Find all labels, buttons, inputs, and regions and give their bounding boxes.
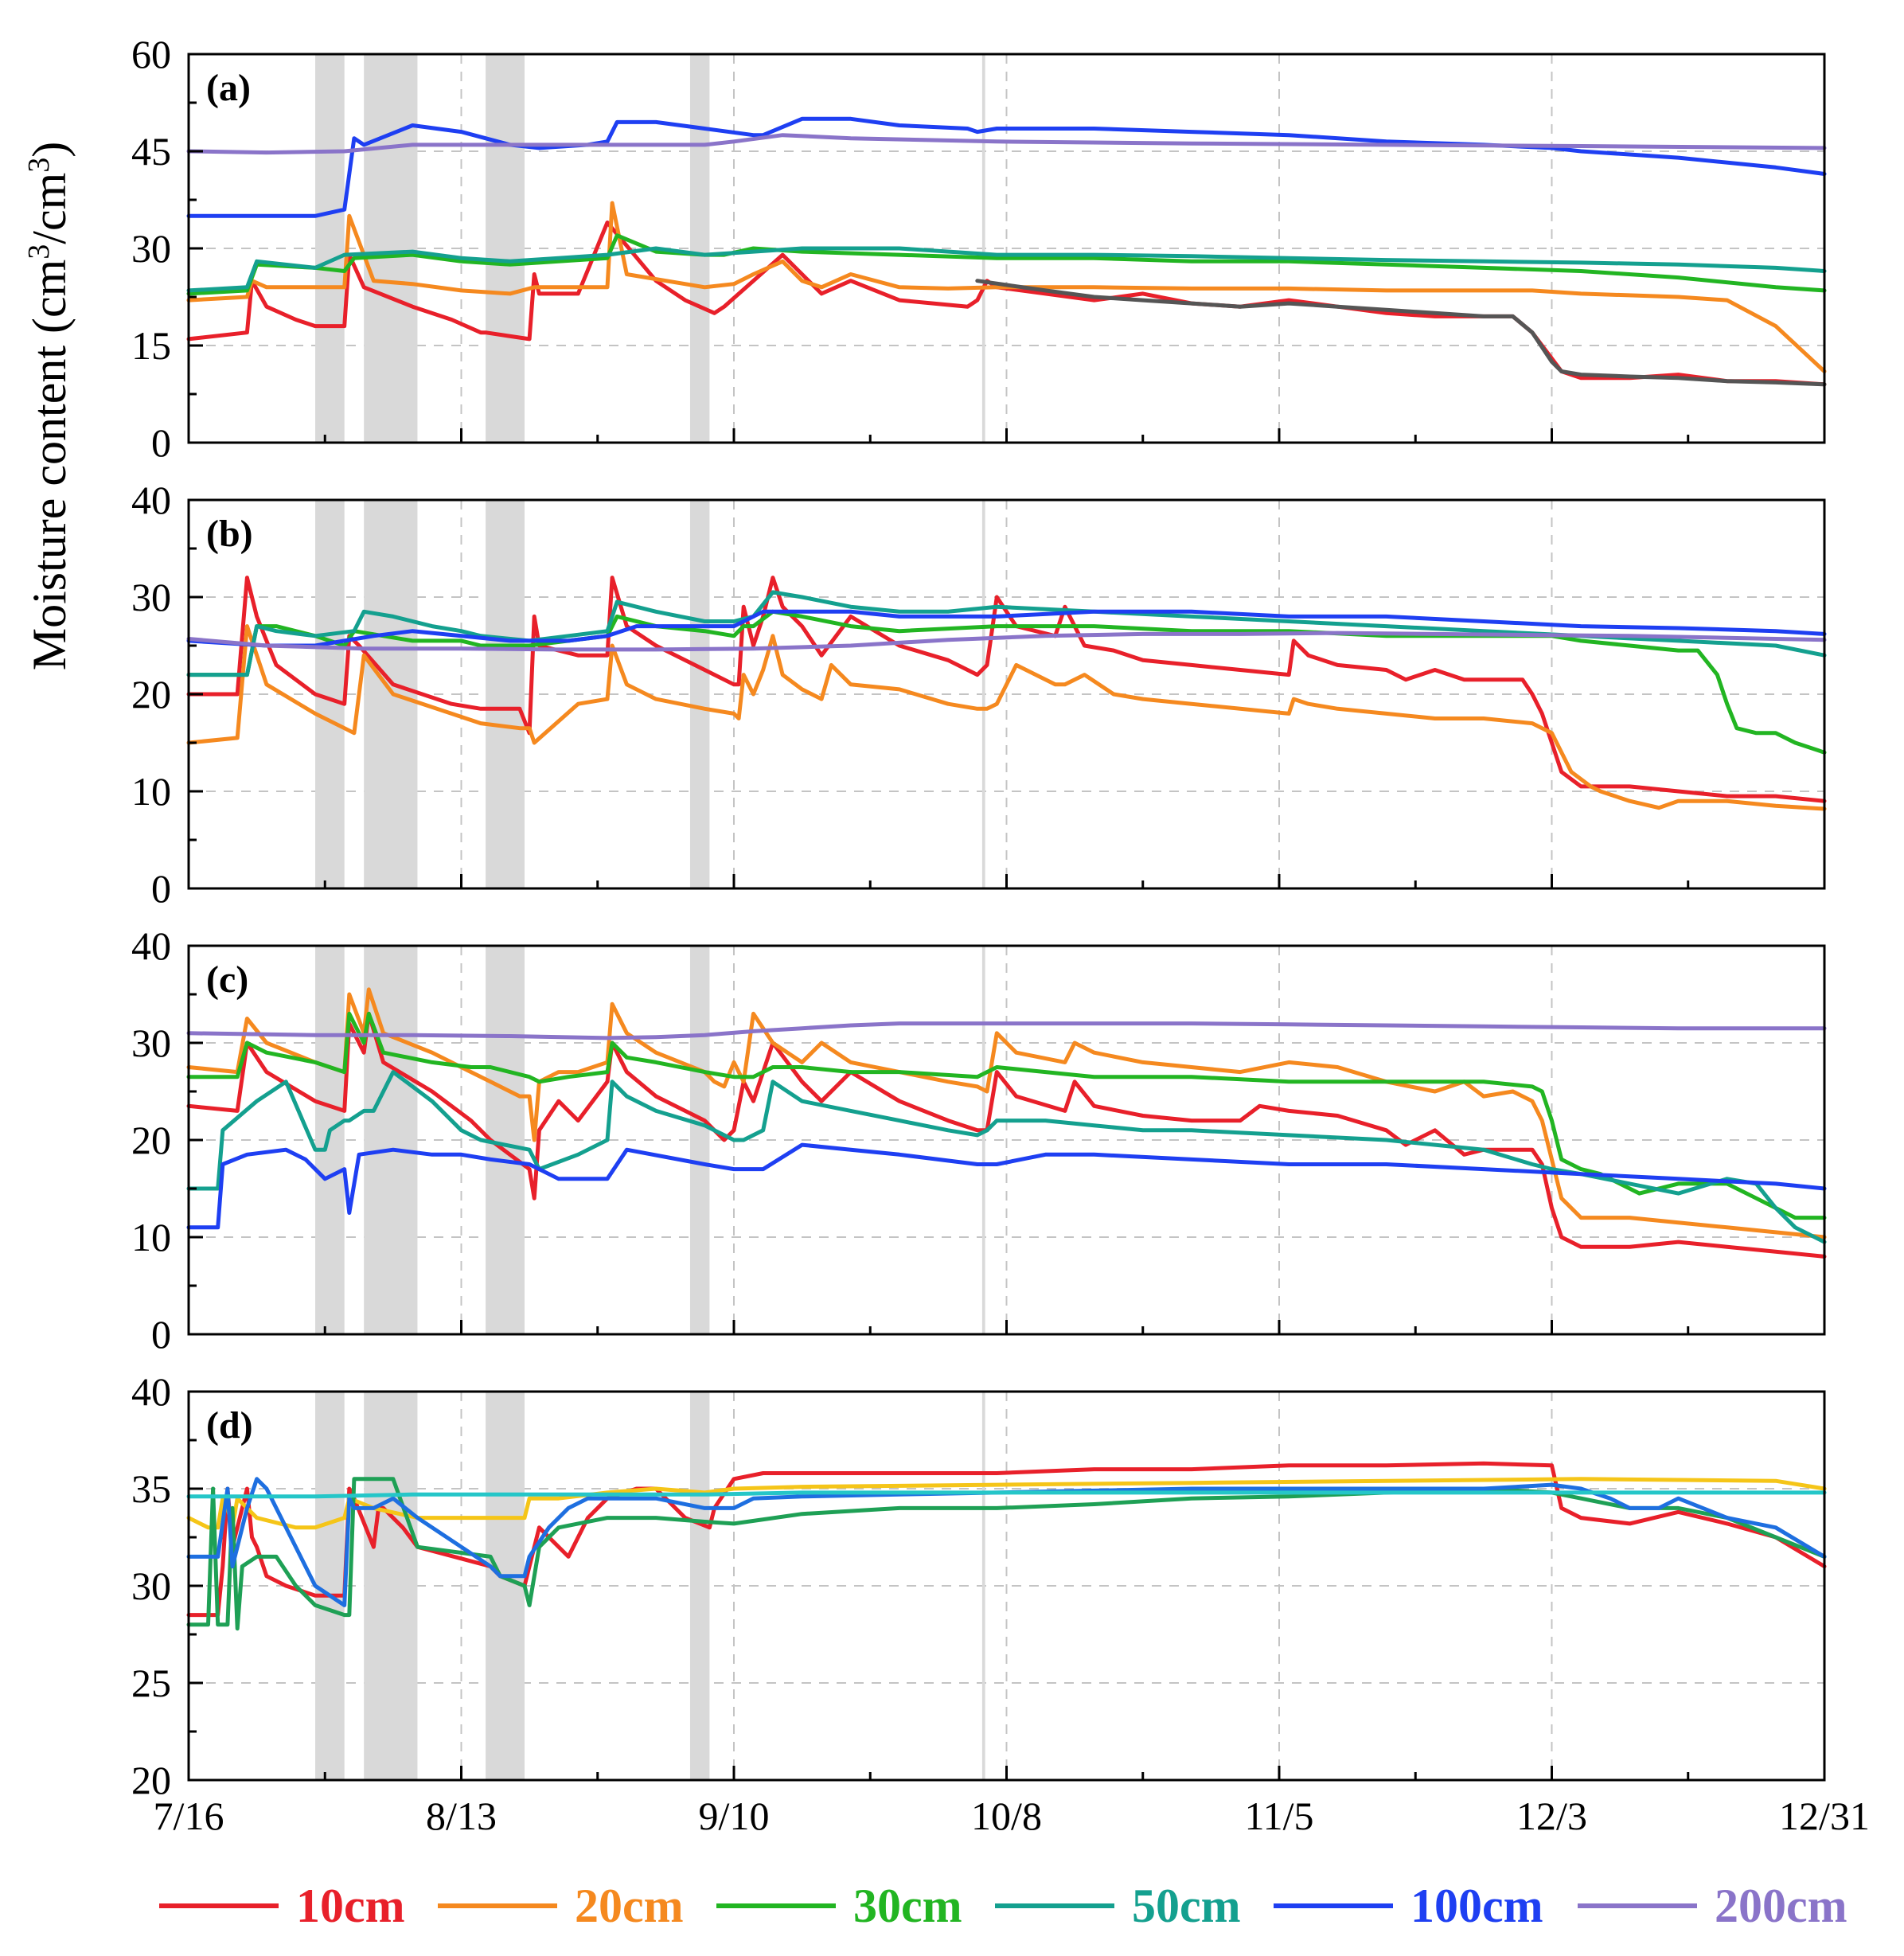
data-gap-band: [981, 946, 985, 1334]
panel-label: (d): [206, 1404, 253, 1447]
data-gap-band: [486, 1392, 525, 1780]
data-gap-band: [364, 1392, 418, 1780]
series-line-10cm: [186, 1011, 1827, 1259]
y-tick-label: 25: [131, 1661, 171, 1705]
data-gap-band: [315, 54, 345, 443]
series-line-20cm: [186, 201, 1827, 373]
y-tick-label: 0: [151, 866, 171, 911]
series-line-50cm: [186, 246, 1827, 293]
y-axis-label: Moisture content (cm3/cm3): [22, 142, 76, 671]
y-tick-label: 0: [151, 420, 171, 465]
data-gap-band: [689, 1392, 710, 1780]
y-tick-label: 10: [131, 769, 171, 814]
y-tick-label: 30: [131, 226, 171, 271]
legend-label: 100cm: [1410, 1880, 1543, 1932]
data-gap-band: [486, 500, 525, 888]
y-tick-label: 60: [131, 32, 171, 76]
y-tick-label: 45: [131, 129, 171, 174]
series-line-20cm: [186, 624, 1827, 811]
data-gap-band: [315, 1392, 345, 1780]
panel-label: (c): [206, 958, 248, 1001]
y-tick-label: 15: [131, 323, 171, 368]
series-line-200cm: [186, 631, 1827, 652]
data-gap-band: [364, 946, 418, 1334]
y-tick-label: 20: [131, 1118, 171, 1162]
y-tick-label: 20: [131, 1758, 171, 1802]
data-gap-band: [981, 54, 985, 443]
legend-label: 20cm: [575, 1880, 684, 1932]
panels-root: 0 15 30 45 60 (a) 0 10 20 30 40 (b) 0 10 20 30 40 (c) 20 25…: [131, 32, 1870, 1838]
y-tick-label: 40: [131, 923, 171, 968]
series-line-10cm: [186, 576, 1827, 803]
data-gap-band: [364, 54, 418, 443]
series-line-30cm: [186, 609, 1827, 755]
y-tick-label: 40: [131, 478, 171, 522]
legend-label: 10cm: [296, 1880, 405, 1932]
panel-c: 0 10 20 30 40 (c): [131, 923, 1827, 1357]
y-tick-label: 10: [131, 1215, 171, 1259]
x-tick-label: 7/16: [154, 1794, 224, 1838]
panel-b: 0 10 20 30 40 (b): [131, 478, 1827, 911]
legend: 10cm 20cm 30cm 50cm 100cm 200cm: [159, 1880, 1847, 1932]
legend-label: 200cm: [1715, 1880, 1847, 1932]
panel-label: (a): [206, 67, 251, 109]
legend-label: 50cm: [1132, 1880, 1241, 1932]
series-line-10cm-fit: [975, 279, 1827, 387]
data-gap-band: [689, 54, 710, 443]
panel-label: (b): [206, 513, 253, 555]
panel-d: 20 25 30 35 40 (d) 7/16 8/13 9/10 10/8 11/5 12/3 12/…: [131, 1369, 1870, 1838]
y-tick-label: 40: [131, 1369, 171, 1414]
data-gap-band: [315, 946, 345, 1334]
data-gap-band: [981, 500, 985, 888]
y-tick-label: 20: [131, 672, 171, 716]
series-line-100cm: [186, 1490, 1827, 1499]
data-gap-band: [689, 946, 710, 1334]
data-gap-band: [486, 54, 525, 443]
series-line-100cm: [186, 609, 1827, 648]
x-tick-label: 10/8: [971, 1794, 1042, 1838]
series-line-200cm: [186, 133, 1827, 155]
y-tick-label: 30: [131, 1021, 171, 1065]
x-tick-label: 9/10: [699, 1794, 770, 1838]
data-gap-band: [981, 1392, 985, 1780]
series-line-100cm: [186, 1142, 1827, 1230]
x-tick-label: 12/31: [1779, 1794, 1870, 1838]
data-gap-band: [689, 500, 710, 888]
y-tick-label: 30: [131, 575, 171, 619]
series-line-20cm: [186, 987, 1827, 1240]
series-line-50cm: [186, 1477, 1827, 1607]
series-line-50cm: [186, 590, 1827, 677]
legend-label: 30cm: [853, 1880, 962, 1932]
series-line-200cm: [186, 1021, 1827, 1040]
x-tick-label: 8/13: [426, 1794, 497, 1838]
x-tick-label: 12/3: [1516, 1794, 1587, 1838]
panel-a: 0 15 30 45 60 (a): [131, 32, 1827, 465]
series-line-50cm: [186, 1070, 1827, 1244]
series-line-100cm: [186, 116, 1827, 218]
x-tick-label: 11/5: [1244, 1794, 1313, 1838]
y-tick-label: 0: [151, 1312, 171, 1357]
y-tick-label: 35: [131, 1466, 171, 1511]
y-tick-label: 30: [131, 1564, 171, 1608]
